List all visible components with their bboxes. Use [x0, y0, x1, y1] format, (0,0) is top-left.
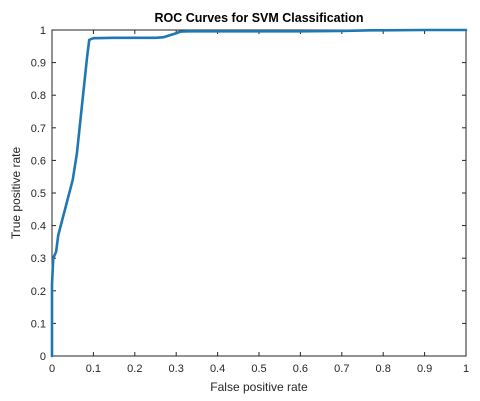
y-tick-label: 0.4	[31, 221, 46, 233]
plot-area	[51, 29, 467, 357]
x-tick-label: 0.5	[251, 363, 266, 375]
y-tick-label: 0.8	[31, 90, 46, 102]
y-tick-label: 0.9	[31, 58, 46, 70]
x-axis-label: False positive rate	[210, 380, 308, 394]
y-tick-label: 0	[40, 351, 46, 363]
x-tick-label: 0.3	[169, 363, 184, 375]
ticks-layer: 0 0.1 0.2 0.3 0.4 0.5 0.6 0.7 0.8 0.9 1 0 0.1 0.2 0.3 0…	[31, 25, 469, 375]
x-tick-label: 0.8	[376, 363, 391, 375]
roc-curve-line	[50, 28, 468, 358]
y-tick-label: 0.6	[31, 155, 46, 167]
x-tick-label: 0.6	[293, 363, 308, 375]
x-tick-label: 0.4	[210, 363, 225, 375]
series-layer	[50, 28, 468, 358]
x-tick-label: 1	[463, 363, 469, 375]
y-tick-label: 0.5	[31, 188, 46, 200]
y-tick-label: 0.3	[31, 253, 46, 265]
x-tick-label: 0.9	[417, 363, 432, 375]
y-axis-label: True positive rate	[9, 147, 23, 240]
x-tick-label: 0.7	[334, 363, 349, 375]
x-tick-label: 0.1	[86, 363, 101, 375]
chart-title: ROC Curves for SVM Classification	[154, 11, 363, 25]
y-tick-label: 0.1	[31, 318, 46, 330]
y-tick-label: 0.7	[31, 123, 46, 135]
x-tick-label: 0	[49, 363, 55, 375]
x-tick-label: 0.2	[127, 363, 142, 375]
y-tick-label: 0.2	[31, 286, 46, 298]
y-tick-label: 1	[40, 25, 46, 37]
